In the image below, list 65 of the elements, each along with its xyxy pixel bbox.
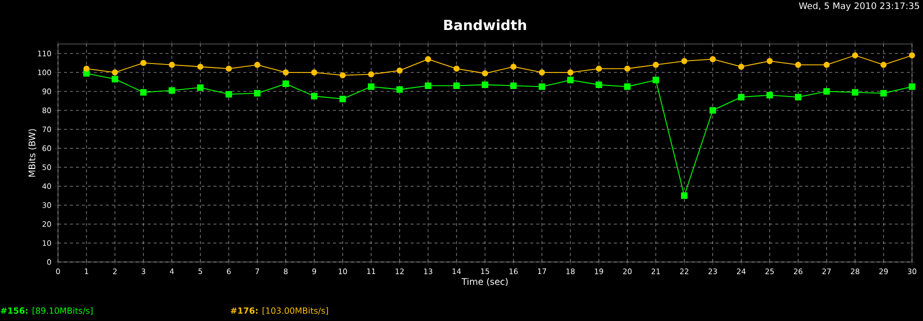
point: [482, 70, 488, 76]
point: [311, 69, 318, 76]
point: [310, 92, 318, 100]
point: [168, 62, 175, 68]
y-axis-title: MBits (BW): [28, 129, 36, 177]
point: [567, 69, 574, 76]
point: [596, 82, 602, 88]
point: [538, 69, 545, 76]
point: [368, 71, 374, 78]
point: [425, 56, 432, 62]
point: [112, 76, 118, 82]
point: [738, 94, 744, 100]
point: [710, 56, 716, 62]
point: [794, 94, 802, 100]
point: [795, 62, 802, 68]
point: [709, 107, 716, 114]
point: [766, 92, 773, 98]
point: [880, 90, 887, 97]
point: [823, 88, 830, 95]
point: [140, 60, 146, 66]
point: [112, 69, 118, 76]
point: [254, 62, 260, 68]
point: [908, 52, 916, 58]
point: [510, 64, 517, 70]
point: [340, 72, 346, 78]
point: [368, 83, 374, 90]
point: [652, 62, 659, 68]
point: [226, 66, 232, 72]
point: [652, 76, 660, 84]
point: [624, 66, 630, 72]
point: [908, 83, 916, 90]
text: #176: [103.00MBits/s]: [230, 307, 328, 315]
point: [596, 66, 602, 72]
point: [567, 76, 574, 84]
point: [852, 89, 858, 96]
text: #156: [89.10MBits/s]: [0, 307, 93, 315]
point: [880, 62, 887, 68]
point: [254, 90, 261, 97]
point: [453, 66, 460, 72]
point: [852, 52, 858, 58]
point: [482, 82, 488, 88]
point: [681, 192, 688, 199]
chart-title: Bandwidth: [444, 19, 526, 30]
point: [282, 69, 289, 76]
x-axis-title: Time (sec): [462, 278, 508, 286]
point: [453, 82, 460, 89]
point: [424, 82, 432, 89]
point: [538, 83, 546, 90]
point: [339, 96, 346, 102]
point: [197, 64, 204, 70]
point: [738, 64, 744, 70]
point: [226, 90, 232, 98]
point: [681, 58, 688, 64]
point: [396, 86, 403, 93]
point: [510, 82, 517, 89]
point: [140, 89, 147, 96]
point: [824, 62, 830, 68]
point: [168, 87, 176, 94]
point: [766, 58, 773, 64]
point: [282, 80, 289, 88]
point: [197, 84, 204, 91]
point: [83, 66, 90, 72]
text: Wed, 5 May 2010 23:17:35: [798, 2, 920, 11]
point: [396, 67, 403, 74]
point: [624, 83, 631, 90]
